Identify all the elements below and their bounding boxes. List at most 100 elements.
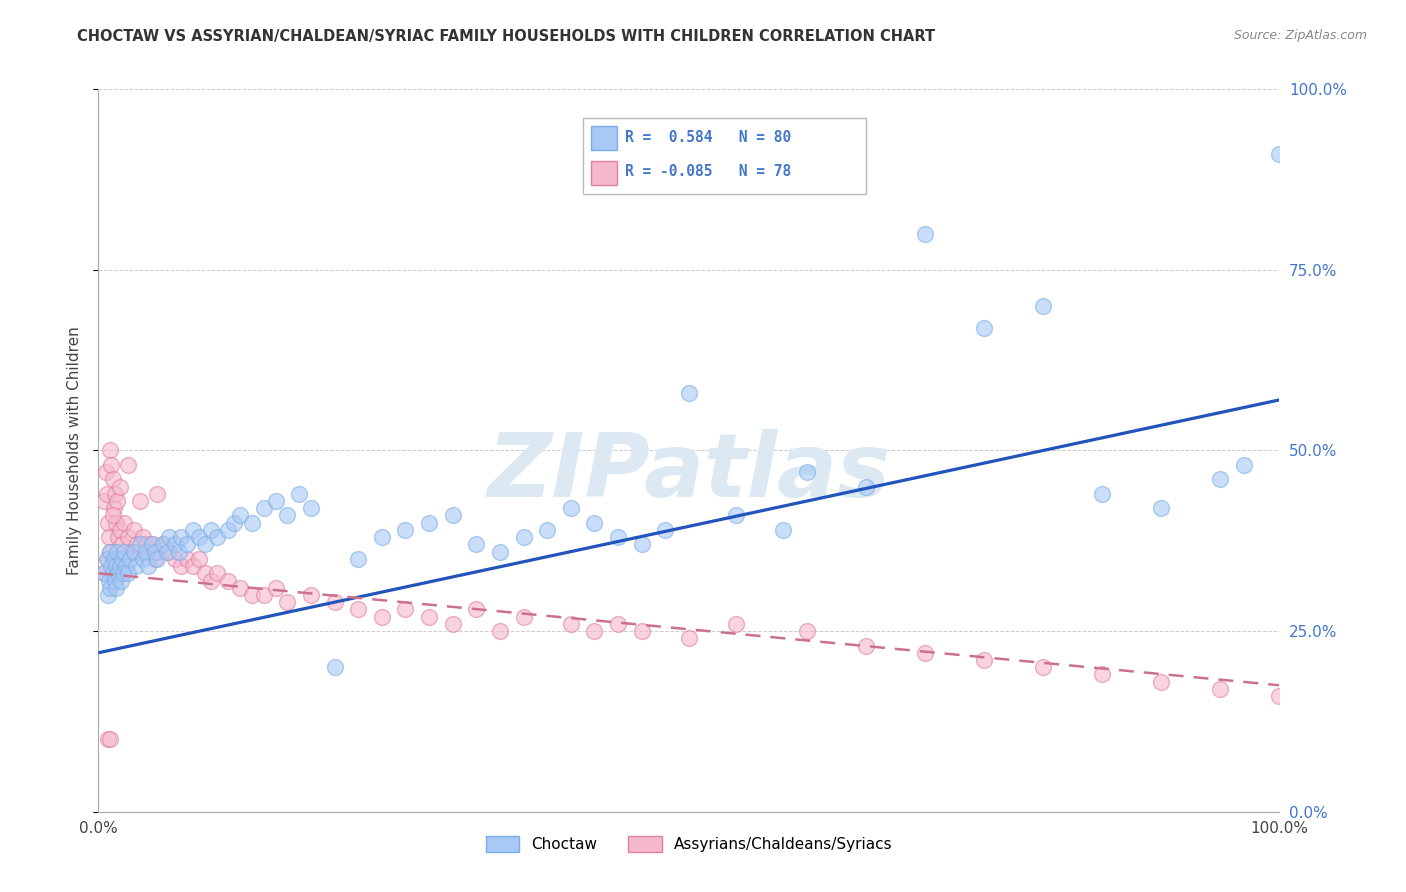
Point [264, 494, 287, 508]
Point [299, 588, 322, 602]
Point [105, 544, 128, 558]
Point [128, 494, 150, 508]
Point [973, 320, 995, 334]
Point [104, 487, 127, 501]
Point [93, 566, 115, 581]
Point [103, 501, 125, 516]
Point [96, 551, 118, 566]
Point [105, 494, 128, 508]
Point [560, 616, 582, 631]
Point [194, 537, 217, 551]
Point [176, 551, 198, 566]
Point [152, 537, 174, 551]
Point [187, 530, 209, 544]
Point [229, 581, 252, 595]
Point [200, 574, 222, 588]
Point [101, 508, 124, 523]
Point [1091, 667, 1114, 681]
Point [100, 458, 122, 472]
Point [146, 551, 169, 566]
Point [132, 551, 155, 566]
Point [371, 609, 394, 624]
Point [117, 458, 139, 472]
Point [97, 516, 120, 530]
Point [98, 581, 121, 595]
Point [110, 574, 132, 588]
Point [855, 480, 877, 494]
Point [512, 609, 534, 624]
Point [98, 544, 121, 558]
Point [725, 508, 748, 523]
Point [654, 523, 676, 537]
Point [122, 544, 145, 558]
Point [101, 566, 124, 581]
Point [1268, 689, 1291, 703]
Point [276, 595, 298, 609]
Point [127, 537, 149, 551]
Point [323, 595, 346, 609]
Point [264, 581, 287, 595]
Point [240, 588, 263, 602]
Text: Source: ZipAtlas.com: Source: ZipAtlas.com [1233, 29, 1367, 42]
Point [288, 487, 311, 501]
Point [141, 537, 163, 551]
Point [347, 551, 370, 566]
Point [157, 530, 180, 544]
Point [117, 530, 139, 544]
Point [323, 660, 346, 674]
Point [97, 551, 120, 566]
Point [112, 566, 135, 581]
Point [105, 581, 128, 595]
Point [100, 559, 122, 574]
Point [194, 566, 217, 581]
Point [128, 537, 150, 551]
Point [1091, 487, 1114, 501]
Point [630, 624, 652, 639]
Point [441, 616, 464, 631]
Point [136, 559, 159, 574]
Point [253, 501, 276, 516]
Point [418, 609, 440, 624]
Point [181, 523, 204, 537]
Point [796, 624, 818, 639]
Point [560, 501, 582, 516]
Point [240, 516, 263, 530]
Point [165, 537, 187, 551]
Point [1209, 472, 1232, 486]
Point [143, 551, 166, 566]
Point [165, 551, 187, 566]
Point [181, 559, 204, 574]
Point [111, 537, 134, 551]
Point [96, 487, 118, 501]
Point [135, 544, 157, 558]
Point [855, 639, 877, 653]
Point [121, 544, 143, 558]
Point [217, 574, 239, 588]
Point [914, 646, 936, 660]
Point [394, 523, 416, 537]
Point [98, 574, 121, 588]
Point [146, 487, 169, 501]
Point [187, 551, 209, 566]
Text: ZIPatlas: ZIPatlas [488, 429, 890, 516]
Point [93, 494, 115, 508]
Text: CHOCTAW VS ASSYRIAN/CHALDEAN/SYRIAC FAMILY HOUSEHOLDS WITH CHILDREN CORRELATION : CHOCTAW VS ASSYRIAN/CHALDEAN/SYRIAC FAMI… [77, 29, 935, 44]
Point [489, 624, 512, 639]
Point [536, 523, 558, 537]
Point [141, 537, 163, 551]
Point [276, 508, 298, 523]
Point [583, 624, 606, 639]
Point [200, 523, 222, 537]
Point [607, 616, 630, 631]
Point [678, 385, 700, 400]
Point [146, 544, 169, 558]
Point [101, 472, 124, 486]
Point [93, 566, 115, 581]
Point [583, 516, 606, 530]
Point [607, 530, 630, 544]
Point [112, 544, 135, 558]
Point [156, 544, 179, 558]
Point [138, 544, 160, 558]
Point [1150, 501, 1173, 516]
Point [1032, 299, 1054, 313]
